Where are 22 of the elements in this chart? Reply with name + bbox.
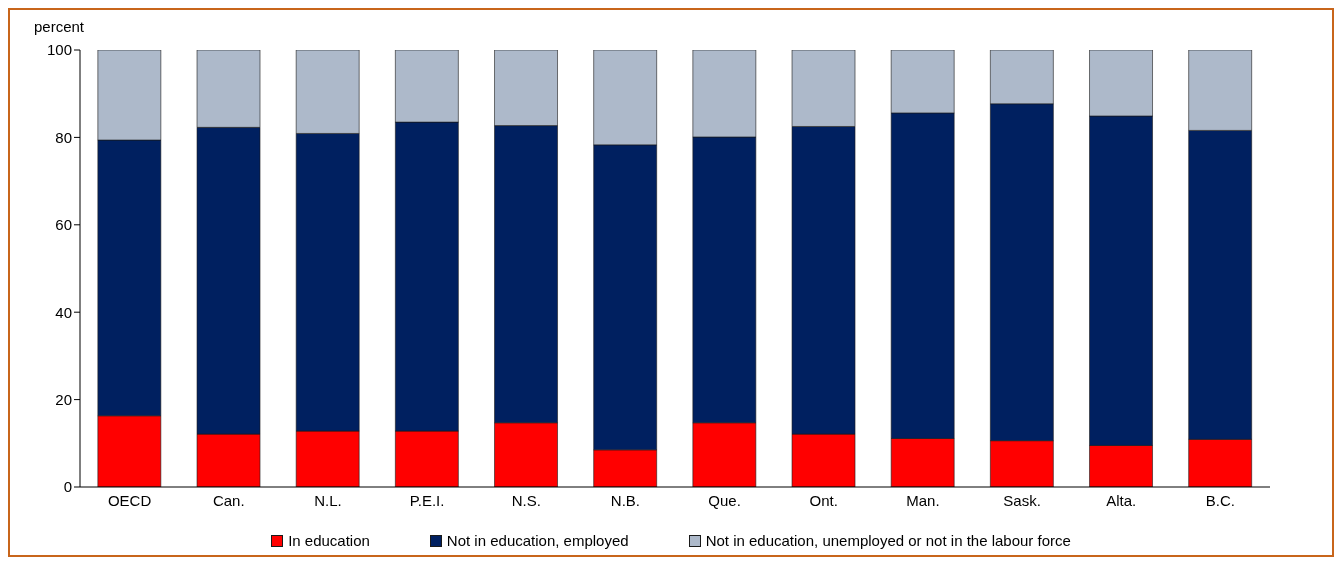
y-tick-label: 40 xyxy=(55,303,72,321)
x-tick-label: Alta. xyxy=(1106,491,1137,509)
x-tick-label: Ont. xyxy=(809,491,838,509)
y-tick-label: 100 xyxy=(46,41,72,59)
y-tick-label: 60 xyxy=(55,216,72,234)
x-tick-label: Can. xyxy=(212,491,245,509)
x-tick-label: Sask. xyxy=(1003,491,1041,509)
legend-label: In education xyxy=(288,532,370,549)
x-tick-label: Que. xyxy=(708,491,741,509)
y-tick-label: 20 xyxy=(55,390,72,408)
x-tick-label: B.C. xyxy=(1205,491,1236,509)
x-tick-label: N.B. xyxy=(610,491,641,509)
y-axis-title: percent xyxy=(34,18,85,35)
x-tick-label: P.E.I. xyxy=(409,491,445,509)
y-tick-label: 80 xyxy=(55,128,72,146)
y-tick-label: 0 xyxy=(63,478,72,496)
legend-label: Not in education, employed xyxy=(446,532,629,549)
legend-label: Not in education, unemployed or not in the labour force xyxy=(705,532,1071,549)
x-tick-label: N.S. xyxy=(511,491,541,509)
x-tick-label: Man. xyxy=(906,491,940,509)
x-tick-label: OECD xyxy=(107,491,152,509)
x-tick-label: N.L. xyxy=(314,491,342,509)
